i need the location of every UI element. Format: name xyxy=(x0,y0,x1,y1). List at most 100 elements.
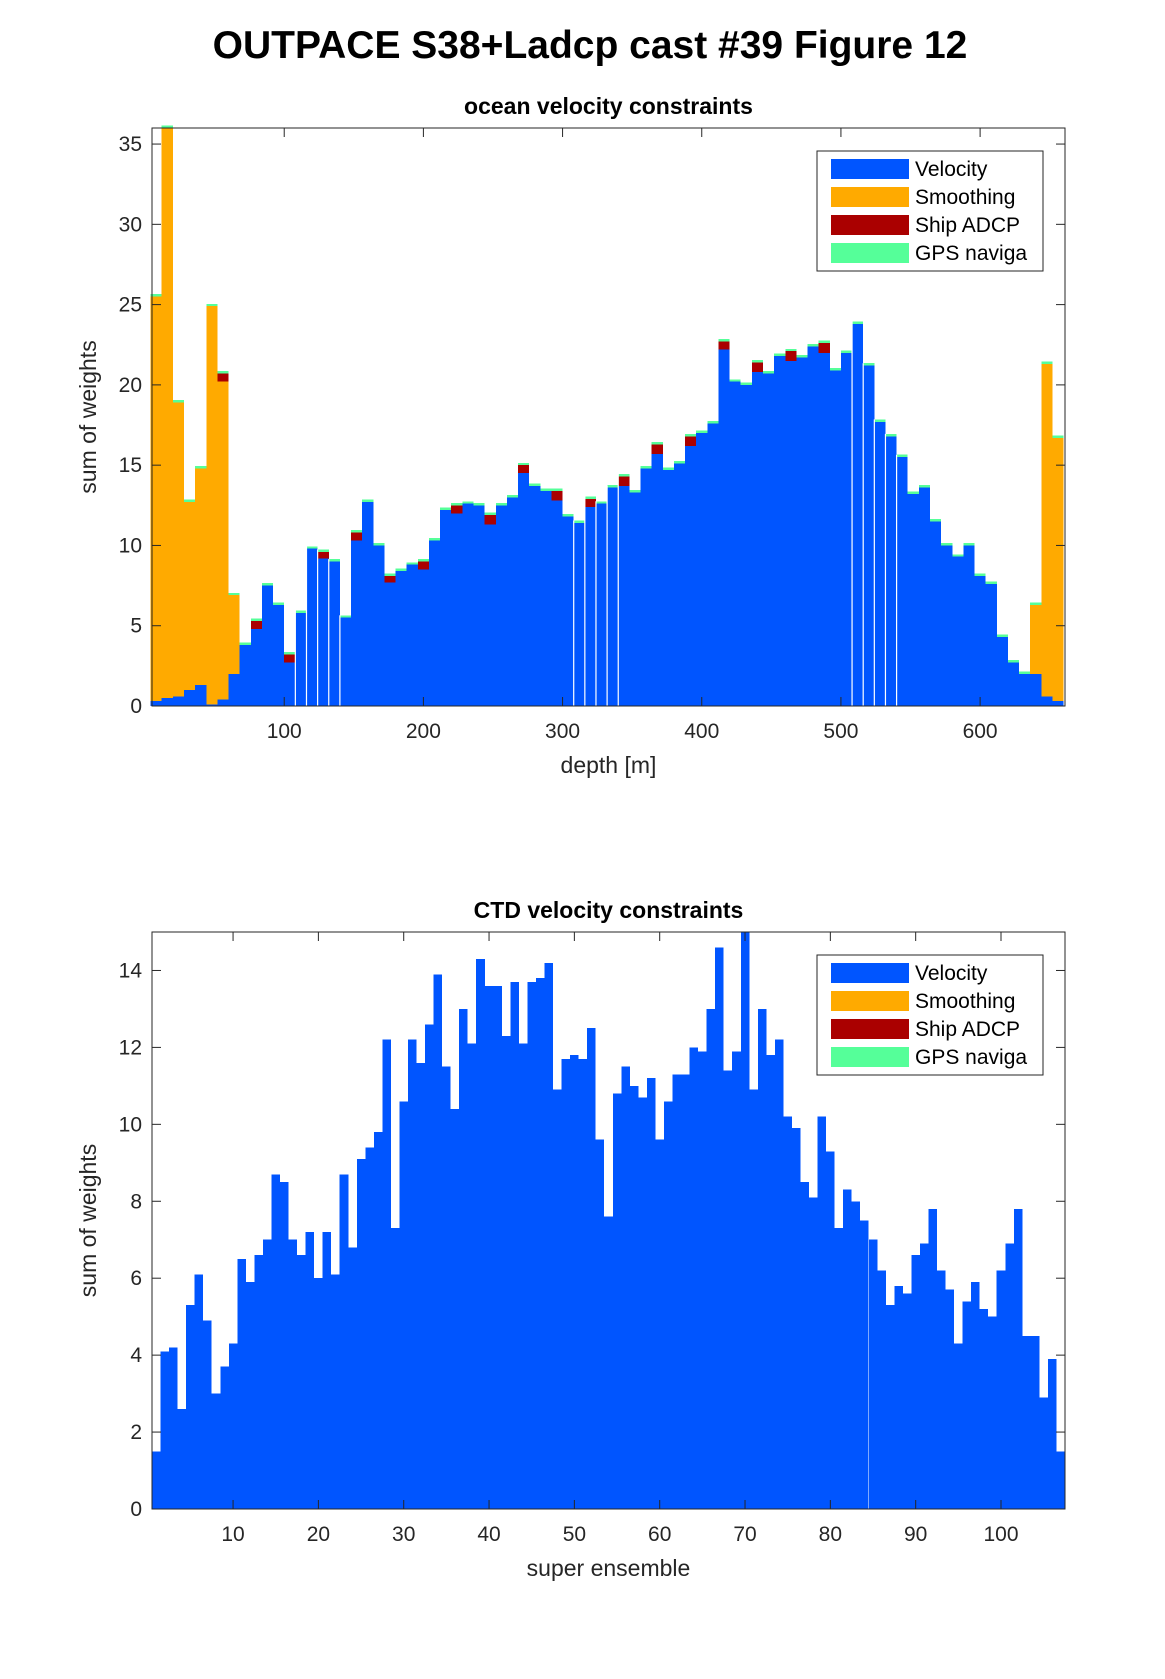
ocean-bar-gps-naviga xyxy=(406,562,418,565)
ocean-bar-gps-naviga xyxy=(495,502,507,506)
ctd-bar-velocity xyxy=(425,1024,434,1509)
ocean-bar-gps-naviga xyxy=(852,321,864,324)
ocean-bar-velocity xyxy=(562,516,574,706)
ocean-bar-gps-naviga xyxy=(607,485,619,488)
ctd-bar-velocity xyxy=(331,1274,340,1509)
ocean-bar-velocity xyxy=(930,521,942,706)
ocean-ytick-label: 35 xyxy=(119,133,142,156)
ctd-bar-velocity xyxy=(305,1232,315,1509)
ctd-yaxis-label: sum of weights xyxy=(75,1144,101,1297)
ctd-bar-velocity xyxy=(254,1255,263,1509)
ctd-bar-velocity xyxy=(689,1047,699,1509)
ctd-bar-velocity xyxy=(698,1051,707,1509)
ocean-bar-gps-naviga xyxy=(707,421,719,424)
ctd-bar-velocity xyxy=(646,1078,656,1509)
ocean-bar-ship-adcp xyxy=(785,351,797,361)
ctd-bar-velocity xyxy=(885,1305,895,1509)
ocean-bar-gps-naviga xyxy=(863,363,875,366)
ocean-ytick-label: 5 xyxy=(130,615,142,638)
ocean-bar-gps-naviga xyxy=(328,559,340,562)
ctd-bar-velocity xyxy=(262,1239,272,1509)
ocean-bar-velocity xyxy=(540,490,552,706)
ocean-bar-smoothing xyxy=(228,595,240,674)
ocean-bar-gps-naviga xyxy=(1052,435,1064,438)
ocean-bar-gps-naviga xyxy=(184,499,196,503)
ocean-legend-label: Velocity xyxy=(915,158,988,181)
ocean-bar-velocity xyxy=(840,352,853,706)
ctd-bar-velocity xyxy=(553,1089,562,1509)
ctd-bar-velocity xyxy=(723,1070,733,1509)
ocean-bar-gps-naviga xyxy=(1041,361,1053,365)
ocean-bar-velocity xyxy=(629,492,641,706)
ctd-legend-label: GPS naviga xyxy=(915,1046,1027,1069)
ctd-bar-velocity xyxy=(894,1285,903,1509)
ctd-bar-velocity xyxy=(416,1062,426,1509)
ocean-bar-ship-adcp xyxy=(284,654,296,663)
ocean-bar-gps-naviga xyxy=(284,652,296,655)
ocean-bar-gps-naviga xyxy=(239,642,251,645)
ctd-bar-velocity xyxy=(365,1147,374,1509)
ocean-bar-velocity xyxy=(373,545,385,706)
ctd-ytick-label: 10 xyxy=(119,1113,142,1136)
ocean-bar-velocity xyxy=(351,540,363,706)
ocean-bar-gps-naviga xyxy=(395,568,407,572)
ocean-yaxis-label: sum of weights xyxy=(75,340,101,493)
ocean-bar-gps-naviga xyxy=(351,530,363,533)
ctd-bar-velocity xyxy=(800,1182,810,1509)
ocean-bar-velocity xyxy=(696,433,708,706)
ctd-bar-velocity xyxy=(604,1216,613,1509)
ocean-bar-ship-adcp xyxy=(551,490,563,501)
ocean-bar-velocity xyxy=(818,352,830,706)
ocean-bar-velocity xyxy=(462,503,474,706)
ocean-bar-gps-naviga xyxy=(930,518,942,522)
ocean-bar-velocity xyxy=(673,463,686,706)
ocean-bar-gps-naviga xyxy=(941,543,953,546)
ocean-bar-smoothing xyxy=(184,502,196,690)
ctd-bar-velocity xyxy=(194,1274,204,1509)
ctd-ytick-label: 8 xyxy=(130,1190,142,1213)
ocean-bar-velocity xyxy=(306,548,318,706)
ctd-legend-label: Velocity xyxy=(915,962,988,985)
ocean-bar-ship-adcp xyxy=(584,498,596,507)
ocean-bar-gps-naviga xyxy=(373,543,385,546)
ctd-xtick-label: 70 xyxy=(733,1523,756,1546)
ocean-bars xyxy=(150,125,1064,706)
ocean-bar-gps-naviga xyxy=(996,634,1008,637)
ctd-bar-velocity xyxy=(988,1316,997,1509)
ocean-bar-gps-naviga xyxy=(417,559,429,562)
ocean-bar-gps-naviga xyxy=(584,496,596,499)
ocean-bar-velocity xyxy=(618,486,630,706)
ctd-bar-velocity xyxy=(732,1051,741,1509)
ocean-bar-gps-naviga xyxy=(506,494,519,498)
ctd-bar-velocity xyxy=(407,1039,417,1509)
ocean-bar-velocity xyxy=(907,494,919,706)
ctd-bar-velocity xyxy=(279,1182,289,1509)
ctd-bar-velocity xyxy=(220,1366,229,1509)
ctd-bar-velocity xyxy=(1047,1358,1057,1509)
ocean-bar-velocity xyxy=(172,696,185,706)
ocean-bar-ship-adcp xyxy=(351,532,363,541)
ocean-bar-ship-adcp xyxy=(384,575,396,583)
ocean-bar-velocity xyxy=(339,617,352,706)
ctd-legend-label: Ship ADCP xyxy=(915,1018,1020,1041)
ocean-ytick-label: 15 xyxy=(119,454,142,477)
ctd-bar-velocity xyxy=(578,1058,588,1509)
ocean-bar-velocity xyxy=(284,662,296,706)
ocean-bar-gps-naviga xyxy=(250,618,262,621)
ctd-bar-velocity xyxy=(638,1097,647,1509)
ocean-bar-gps-naviga xyxy=(150,294,162,297)
ocean-legend-swatch xyxy=(831,243,909,263)
ocean-bar-gps-naviga xyxy=(918,485,930,488)
ocean-bar-smoothing xyxy=(217,381,229,700)
ctd-bar-velocity xyxy=(681,1074,690,1509)
ctd-bar-velocity xyxy=(706,1008,716,1509)
ctd-bar-velocity xyxy=(663,1101,673,1509)
ocean-bar-gps-naviga xyxy=(473,502,485,506)
ocean-bar-gps-naviga xyxy=(685,433,697,437)
ocean-bar-ship-adcp xyxy=(451,505,463,514)
ctd-legend-swatch xyxy=(831,1019,909,1039)
ocean-bar-velocity xyxy=(651,453,663,706)
ctd-axes-box xyxy=(151,931,1066,1510)
ctd-bar-velocity xyxy=(621,1066,630,1509)
